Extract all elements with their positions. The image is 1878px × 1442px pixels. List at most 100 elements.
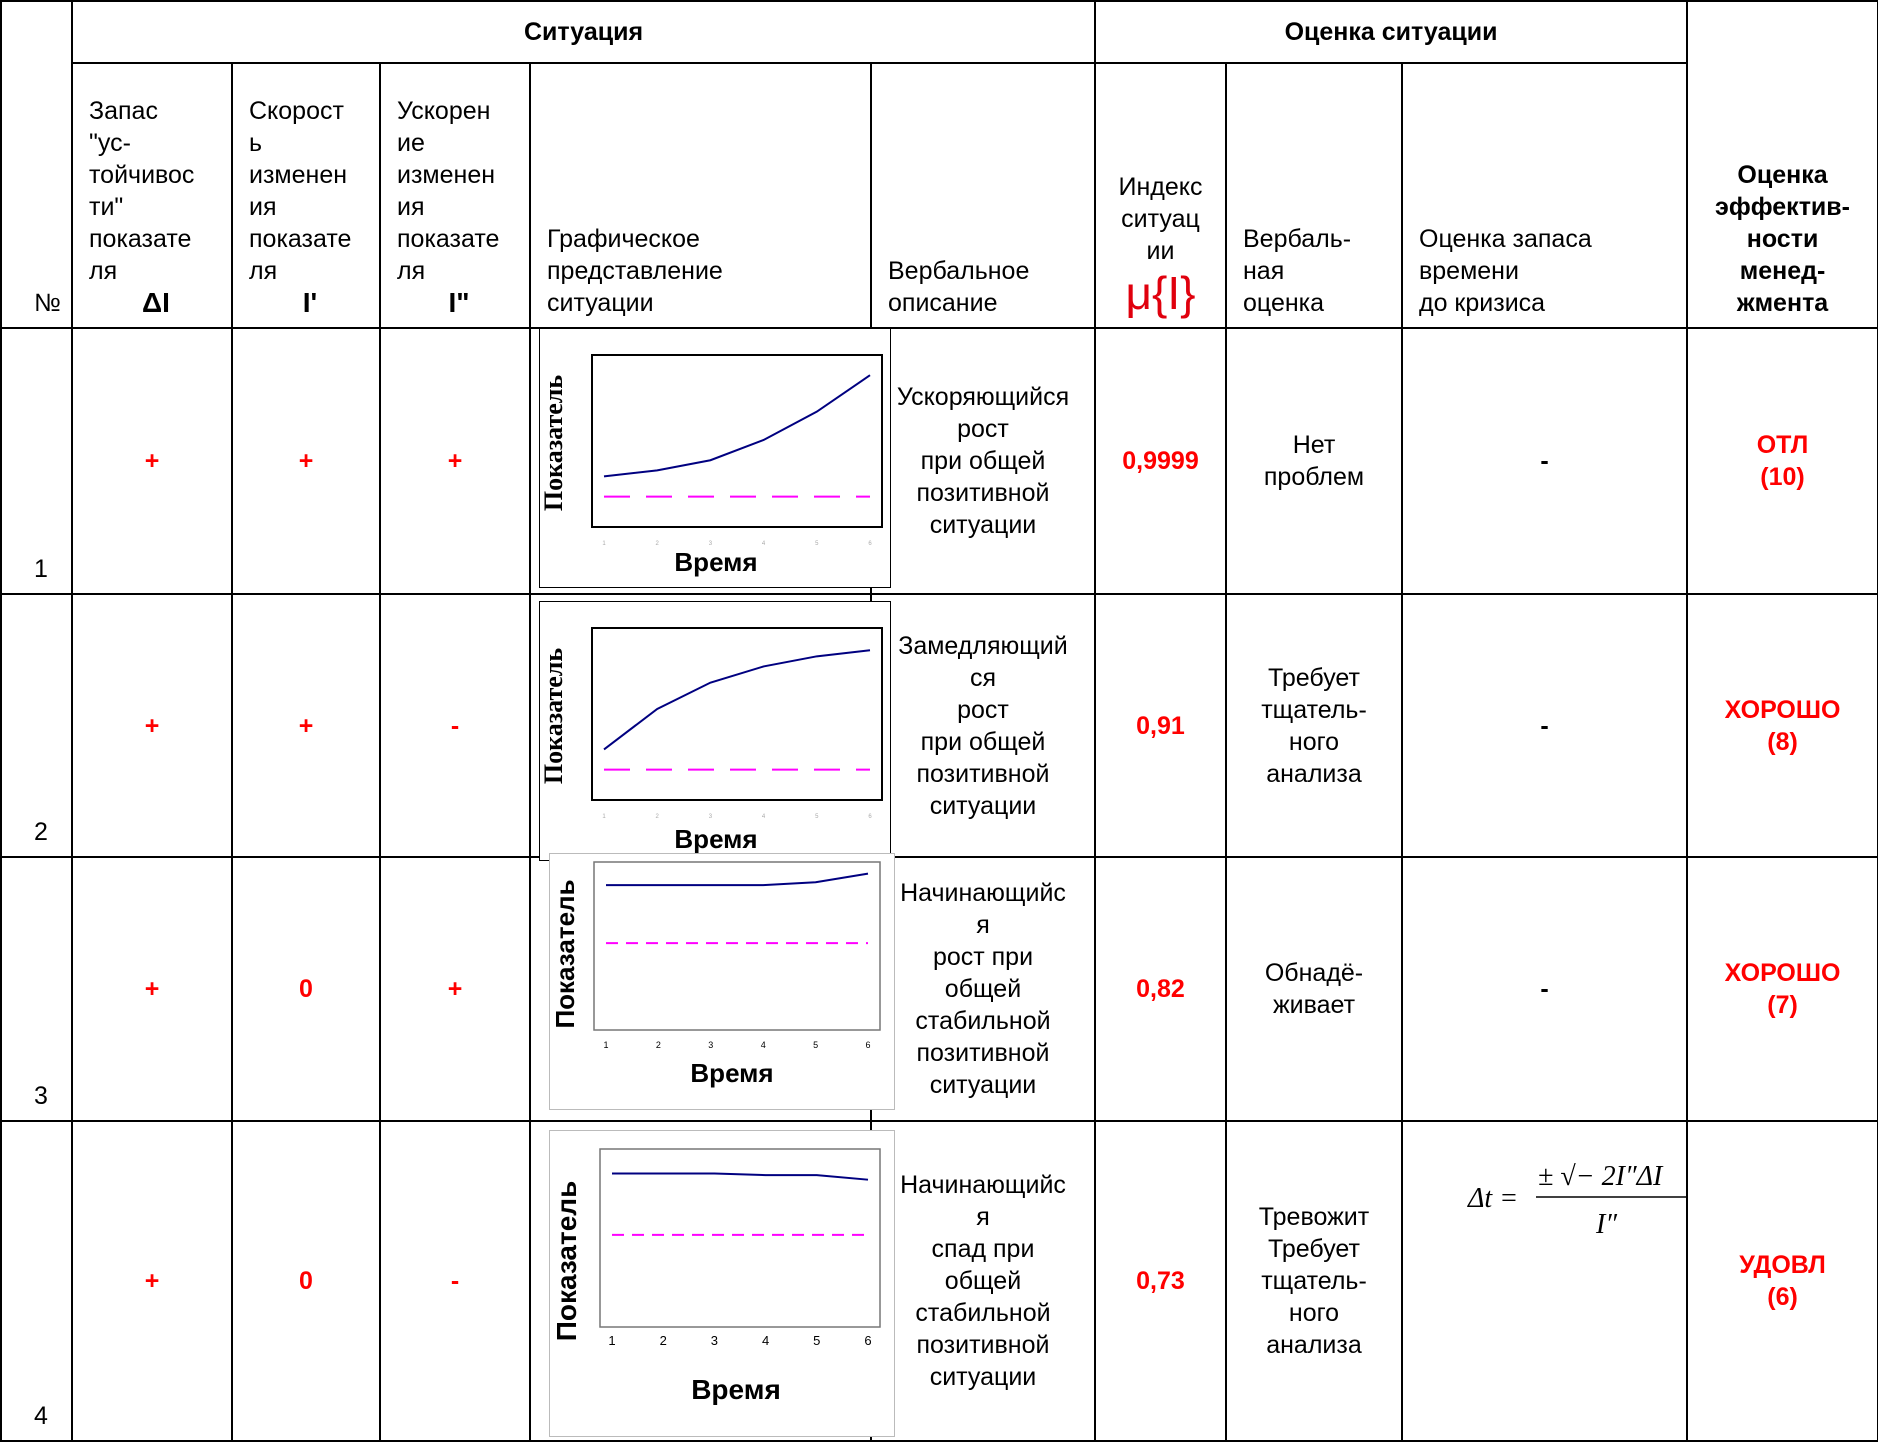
x-tick-label: 6	[864, 1333, 871, 1348]
table-row: 1 + + + Ускоряющийся рост при общей пози…	[0, 327, 1878, 595]
x-tick-label: 4	[762, 1333, 769, 1348]
header-reserve: Запас "ус- тойчивос ти" показате ля	[89, 97, 195, 285]
header-time-reserve-cell: Оценка запаса времени до кризиса	[1400, 62, 1689, 329]
x-axis-label: Время	[674, 824, 757, 854]
x-tick-label: 6	[868, 814, 872, 820]
chart-svg: 1 2 3 4 5 6 Время Показатель	[550, 861, 881, 1088]
plot-area	[591, 354, 883, 528]
x-tick-label: 6	[868, 541, 872, 547]
row-index: 0,9999	[1094, 327, 1227, 595]
row-speed: +	[231, 327, 381, 595]
row-eff: ОТЛ (10)	[1686, 327, 1878, 595]
row-reserve: +	[71, 856, 233, 1122]
y-axis-label: Показатель	[550, 879, 580, 1028]
row-index: 0,73	[1094, 1120, 1227, 1442]
row-reserve: +	[71, 593, 233, 858]
x-tick-label: 3	[711, 1333, 718, 1348]
indicator-series-line	[612, 1172, 869, 1181]
header-speed-cell: Скорост ь изменен ия показате ля I'	[231, 62, 381, 329]
formula-numerator: ± √− 2I″ΔI	[1538, 1161, 1664, 1192]
plot-area	[591, 627, 883, 801]
table-row: 2 + + - Замедляющий ся рост при общей по…	[0, 593, 1878, 858]
header-verbal-eval-cell: Вербаль- ная оценка	[1225, 62, 1403, 329]
chart-row-2: 1 2 3 4 5 6 Время Показатель	[539, 601, 891, 861]
x-axis-label: Время	[674, 547, 757, 577]
header-reserve-cell: Запас "ус- тойчивос ти" показате ля ΔI	[71, 62, 233, 329]
header-graphic-cell: Графическое представление ситуации	[529, 62, 872, 329]
row-eval: Нет проблем	[1225, 327, 1403, 595]
row-accel: +	[379, 327, 531, 595]
x-tick-label: 6	[865, 1040, 870, 1050]
header-index-symbol: μ{I}	[1125, 267, 1196, 319]
row-index: 0,91	[1094, 593, 1227, 858]
y-axis-label: Показатель	[551, 1181, 582, 1342]
header-verbal-desc: Вербальное описание	[888, 257, 1030, 317]
plot-area	[593, 861, 881, 1031]
row-time: -	[1400, 593, 1689, 858]
x-tick-label: 2	[660, 1333, 667, 1348]
row-no: 4	[0, 1120, 73, 1442]
header-assessment: Оценка ситуации	[1093, 0, 1689, 64]
row-time	[1400, 1120, 1689, 1442]
header-verbal-eval: Вербаль- ная оценка	[1243, 225, 1352, 317]
row-eff: УДОВЛ (6)	[1686, 1120, 1878, 1442]
row-eval: Тревожит Требует тщатель- ного анализа	[1225, 1120, 1403, 1442]
chart-row-1: 1 2 3 4 5 6 Время Показатель	[539, 328, 891, 588]
header-time-reserve: Оценка запаса времени до кризиса	[1419, 225, 1592, 317]
x-tick-label: 4	[761, 1040, 766, 1050]
x-tick-label: 4	[762, 541, 766, 547]
row-verbal: Замедляющий ся рост при общей позитивной…	[870, 593, 1096, 858]
x-tick-label: 1	[602, 541, 606, 547]
row-speed: 0	[231, 1120, 381, 1442]
header-no-cell: №	[0, 0, 73, 329]
header-accel-symbol: I"	[448, 287, 470, 318]
x-tick-label: 5	[815, 814, 819, 820]
header-index-cell: Индекс ситуац ии μ{I}	[1094, 62, 1227, 329]
row-verbal: Начинающийс я спад при общей стабильной …	[870, 1120, 1096, 1442]
x-tick-label: 5	[813, 1333, 820, 1348]
y-axis-label: Показатель	[540, 648, 568, 784]
header-speed: Скорост ь изменен ия показате ля	[249, 97, 352, 285]
x-axis-label: Время	[691, 1374, 781, 1405]
row-time: -	[1400, 856, 1689, 1122]
header-reserve-symbol: ΔI	[142, 287, 170, 318]
header-verbal-desc-cell: Вербальное описание	[870, 62, 1096, 329]
chart-svg: 1 2 3 4 5 6 Время Показатель	[540, 354, 883, 577]
row-time: -	[1400, 327, 1689, 595]
table-row: 3 + 0 + Начинающийс я рост при общей ста…	[0, 856, 1878, 1122]
header-graphic: Графическое представление ситуации	[547, 225, 723, 317]
indicator-series-line	[606, 872, 869, 887]
plot-area	[599, 1148, 881, 1328]
x-tick-label: 2	[656, 814, 660, 820]
row-reserve: +	[71, 327, 233, 595]
indicator-series-line	[603, 649, 871, 751]
row-accel: -	[379, 593, 531, 858]
header-index: Индекс ситуац ии	[1118, 173, 1203, 265]
row-accel: +	[379, 856, 531, 1122]
formula-lhs: Δt =	[1467, 1183, 1518, 1214]
x-tick-label: 5	[815, 541, 819, 547]
time-reserve-formula: Δt = ± √− 2I″ΔI I″	[1467, 1161, 1688, 1240]
header-situation: Ситуация	[71, 0, 1096, 64]
row-eff: ХОРОШО (7)	[1686, 856, 1878, 1122]
indicator-series-line	[603, 374, 871, 478]
x-tick-label: 1	[602, 814, 606, 820]
row-eval: Обнадё- живает	[1225, 856, 1403, 1122]
chart-svg: 1 2 3 4 5 6 Время Показатель	[551, 1148, 881, 1405]
x-tick-label: 1	[608, 1333, 615, 1348]
chart-row-4: 1 2 3 4 5 6 Время Показатель	[549, 1130, 895, 1437]
x-tick-label: 3	[709, 814, 713, 820]
row-no: 2	[0, 593, 73, 858]
row-no: 1	[0, 327, 73, 595]
row-accel: -	[379, 1120, 531, 1442]
x-tick-label: 4	[762, 814, 766, 820]
x-tick-label: 3	[709, 541, 713, 547]
row-verbal: Ускоряющийся рост при общей позитивной с…	[870, 327, 1096, 595]
row-no: 3	[0, 856, 73, 1122]
header-speed-symbol: I'	[302, 287, 318, 318]
x-tick-label: 5	[813, 1040, 818, 1050]
row-eff: ХОРОШО (8)	[1686, 593, 1878, 858]
chart-svg: 1 2 3 4 5 6 Время Показатель	[540, 627, 883, 854]
x-tick-label: 2	[656, 1040, 661, 1050]
